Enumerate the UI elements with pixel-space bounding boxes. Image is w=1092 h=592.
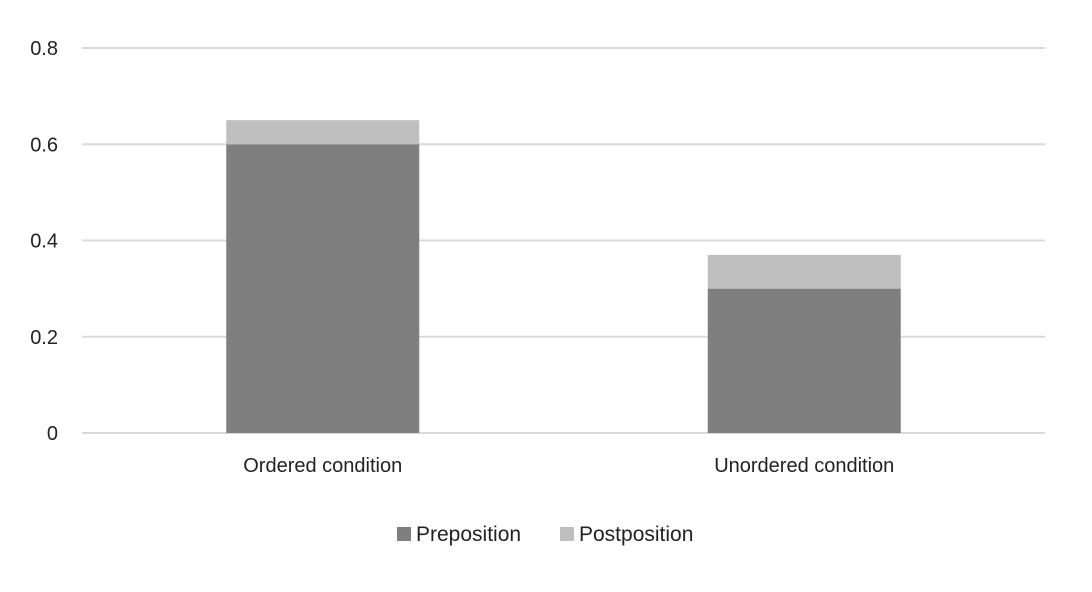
x-tick-label: Ordered condition [243,455,402,477]
y-tick-label: 0 [47,423,58,445]
legend: Preposition Postposition [397,523,693,546]
legend-swatch-preposition [397,527,411,541]
x-axis-ticks: Ordered condition Unordered condition [243,455,894,477]
y-tick-label: 0.6 [30,134,58,156]
bar-postposition-2 [707,254,901,289]
legend-label-postposition: Postposition [579,523,693,546]
y-axis-ticks: 0 0.2 0.4 0.6 0.8 [30,38,58,445]
bar-preposition-1 [226,144,420,433]
bar-preposition-2 [707,288,901,433]
y-tick-label: 0.8 [30,38,58,60]
bar-postposition-1 [226,120,420,145]
y-tick-label: 0.4 [30,231,58,253]
legend-label-preposition: Preposition [416,523,521,546]
x-tick-label: Unordered condition [714,455,894,477]
legend-swatch-postposition [560,527,574,541]
bars [226,120,901,433]
y-tick-label: 0.2 [30,327,58,349]
